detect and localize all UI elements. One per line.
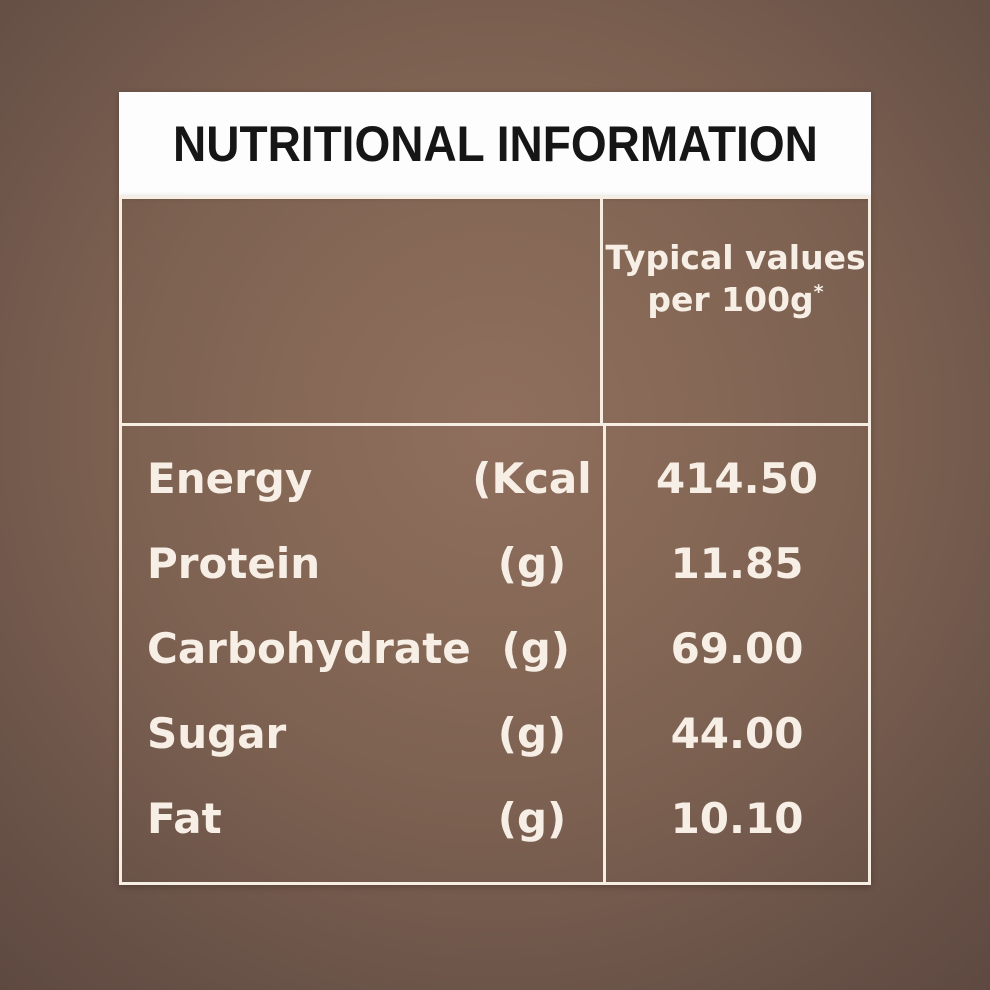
nutrient-cell: Protein (g) [122, 521, 603, 606]
table-row-energy: Energy (Kcal 414.50 [122, 436, 868, 521]
nutrient-cell: Fat (g) [122, 776, 603, 861]
nutrient-unit: (g) [497, 794, 567, 843]
nutrient-unit: (Kcal [472, 454, 592, 503]
nutrient-name: Sugar [147, 709, 287, 758]
column-header-typical-values: Typical values per 100g* [603, 199, 868, 423]
nutrient-value: 44.00 [670, 709, 804, 758]
header-blank-cell [122, 199, 603, 423]
nutrient-unit: (g) [497, 709, 567, 758]
nutrient-cell: Energy (Kcal [122, 436, 603, 521]
table-row-protein: Protein (g) 11.85 [122, 521, 868, 606]
nutrient-value: 10.10 [670, 794, 804, 843]
column-header-line1: Typical values [605, 238, 866, 277]
nutrient-name: Protein [147, 539, 321, 588]
nutrient-unit: (g) [497, 539, 567, 588]
nutrient-unit: (g) [501, 624, 570, 673]
nutrient-value: 414.50 [655, 454, 819, 503]
label-title: NUTRITIONAL INFORMATION [172, 116, 818, 172]
nutrient-cell: Sugar (g) [122, 691, 603, 776]
table-row-fat: Fat (g) 10.10 [122, 776, 868, 861]
table-header-row: Typical values per 100g* [122, 199, 868, 426]
nutrient-name: Carbohydrate [147, 624, 471, 673]
nutrient-name: Energy [147, 454, 313, 503]
table-row-carbohydrate: Carbohydrate (g) 69.00 [122, 606, 868, 691]
column-header-line2: per 100g* [647, 280, 824, 319]
table-rows: Energy (Kcal 414.50 Protein (g) 11.85 Ca… [122, 426, 868, 882]
nutrient-name: Fat [147, 794, 222, 843]
nutrient-cell: Carbohydrate (g) [122, 606, 603, 691]
nutrient-value: 11.85 [670, 539, 804, 588]
nutrition-table: Typical values per 100g* Energy (Kcal 41… [119, 196, 871, 885]
footnote-asterisk: * [813, 281, 824, 303]
label-title-bar: NUTRITIONAL INFORMATION [119, 92, 871, 196]
nutrient-value: 69.00 [670, 624, 804, 673]
table-row-sugar: Sugar (g) 44.00 [122, 691, 868, 776]
column-divider [603, 426, 606, 882]
